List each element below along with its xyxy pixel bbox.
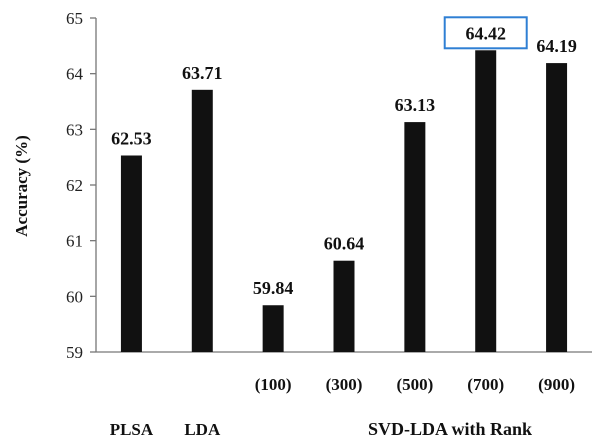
- bar: [475, 50, 497, 352]
- bar: [546, 63, 568, 353]
- x-tick-label: (700): [467, 375, 504, 394]
- x-tick-label: (900): [538, 375, 575, 394]
- data-label: 59.84: [253, 278, 294, 298]
- data-label: 63.71: [182, 63, 223, 83]
- x-tick-label: LDA: [184, 420, 221, 439]
- data-label: 62.53: [111, 128, 152, 148]
- group-label: SVD-LDA with Rank: [368, 419, 532, 439]
- bars: [120, 50, 568, 353]
- x-tick-label: (500): [396, 375, 433, 394]
- bar: [191, 89, 213, 352]
- y-tick-label: 62: [66, 176, 83, 195]
- bar: [333, 260, 355, 352]
- bar: [120, 155, 142, 352]
- x-tick-label: PLSA: [110, 420, 154, 439]
- y-tick-label: 65: [66, 9, 83, 28]
- data-label: 60.64: [324, 234, 365, 254]
- bar: [404, 122, 426, 352]
- x-tick-label: (100): [255, 375, 292, 394]
- y-tick-label: 59: [66, 343, 83, 362]
- highlight-box: [443, 16, 528, 50]
- bar: [262, 305, 284, 352]
- value-labels: 62.53 63.71 59.84 60.64 63.13 64.42 64.19: [111, 16, 577, 298]
- data-label: 64.19: [536, 36, 577, 56]
- axes: 59 60 61 62 63 64 65: [66, 9, 592, 362]
- y-tick-label: 64: [66, 65, 84, 84]
- y-tick-label: 61: [66, 232, 83, 251]
- data-label: 64.42: [465, 23, 506, 43]
- y-axis-label: Accuracy (%): [12, 135, 31, 237]
- data-label: 63.13: [395, 95, 436, 115]
- x-tick-label: (300): [326, 375, 363, 394]
- y-tick-label: 63: [66, 120, 83, 139]
- category-labels: PLSA LDA (100) (300) (500) (700) (900): [110, 375, 575, 439]
- y-tick-label: 60: [66, 287, 83, 306]
